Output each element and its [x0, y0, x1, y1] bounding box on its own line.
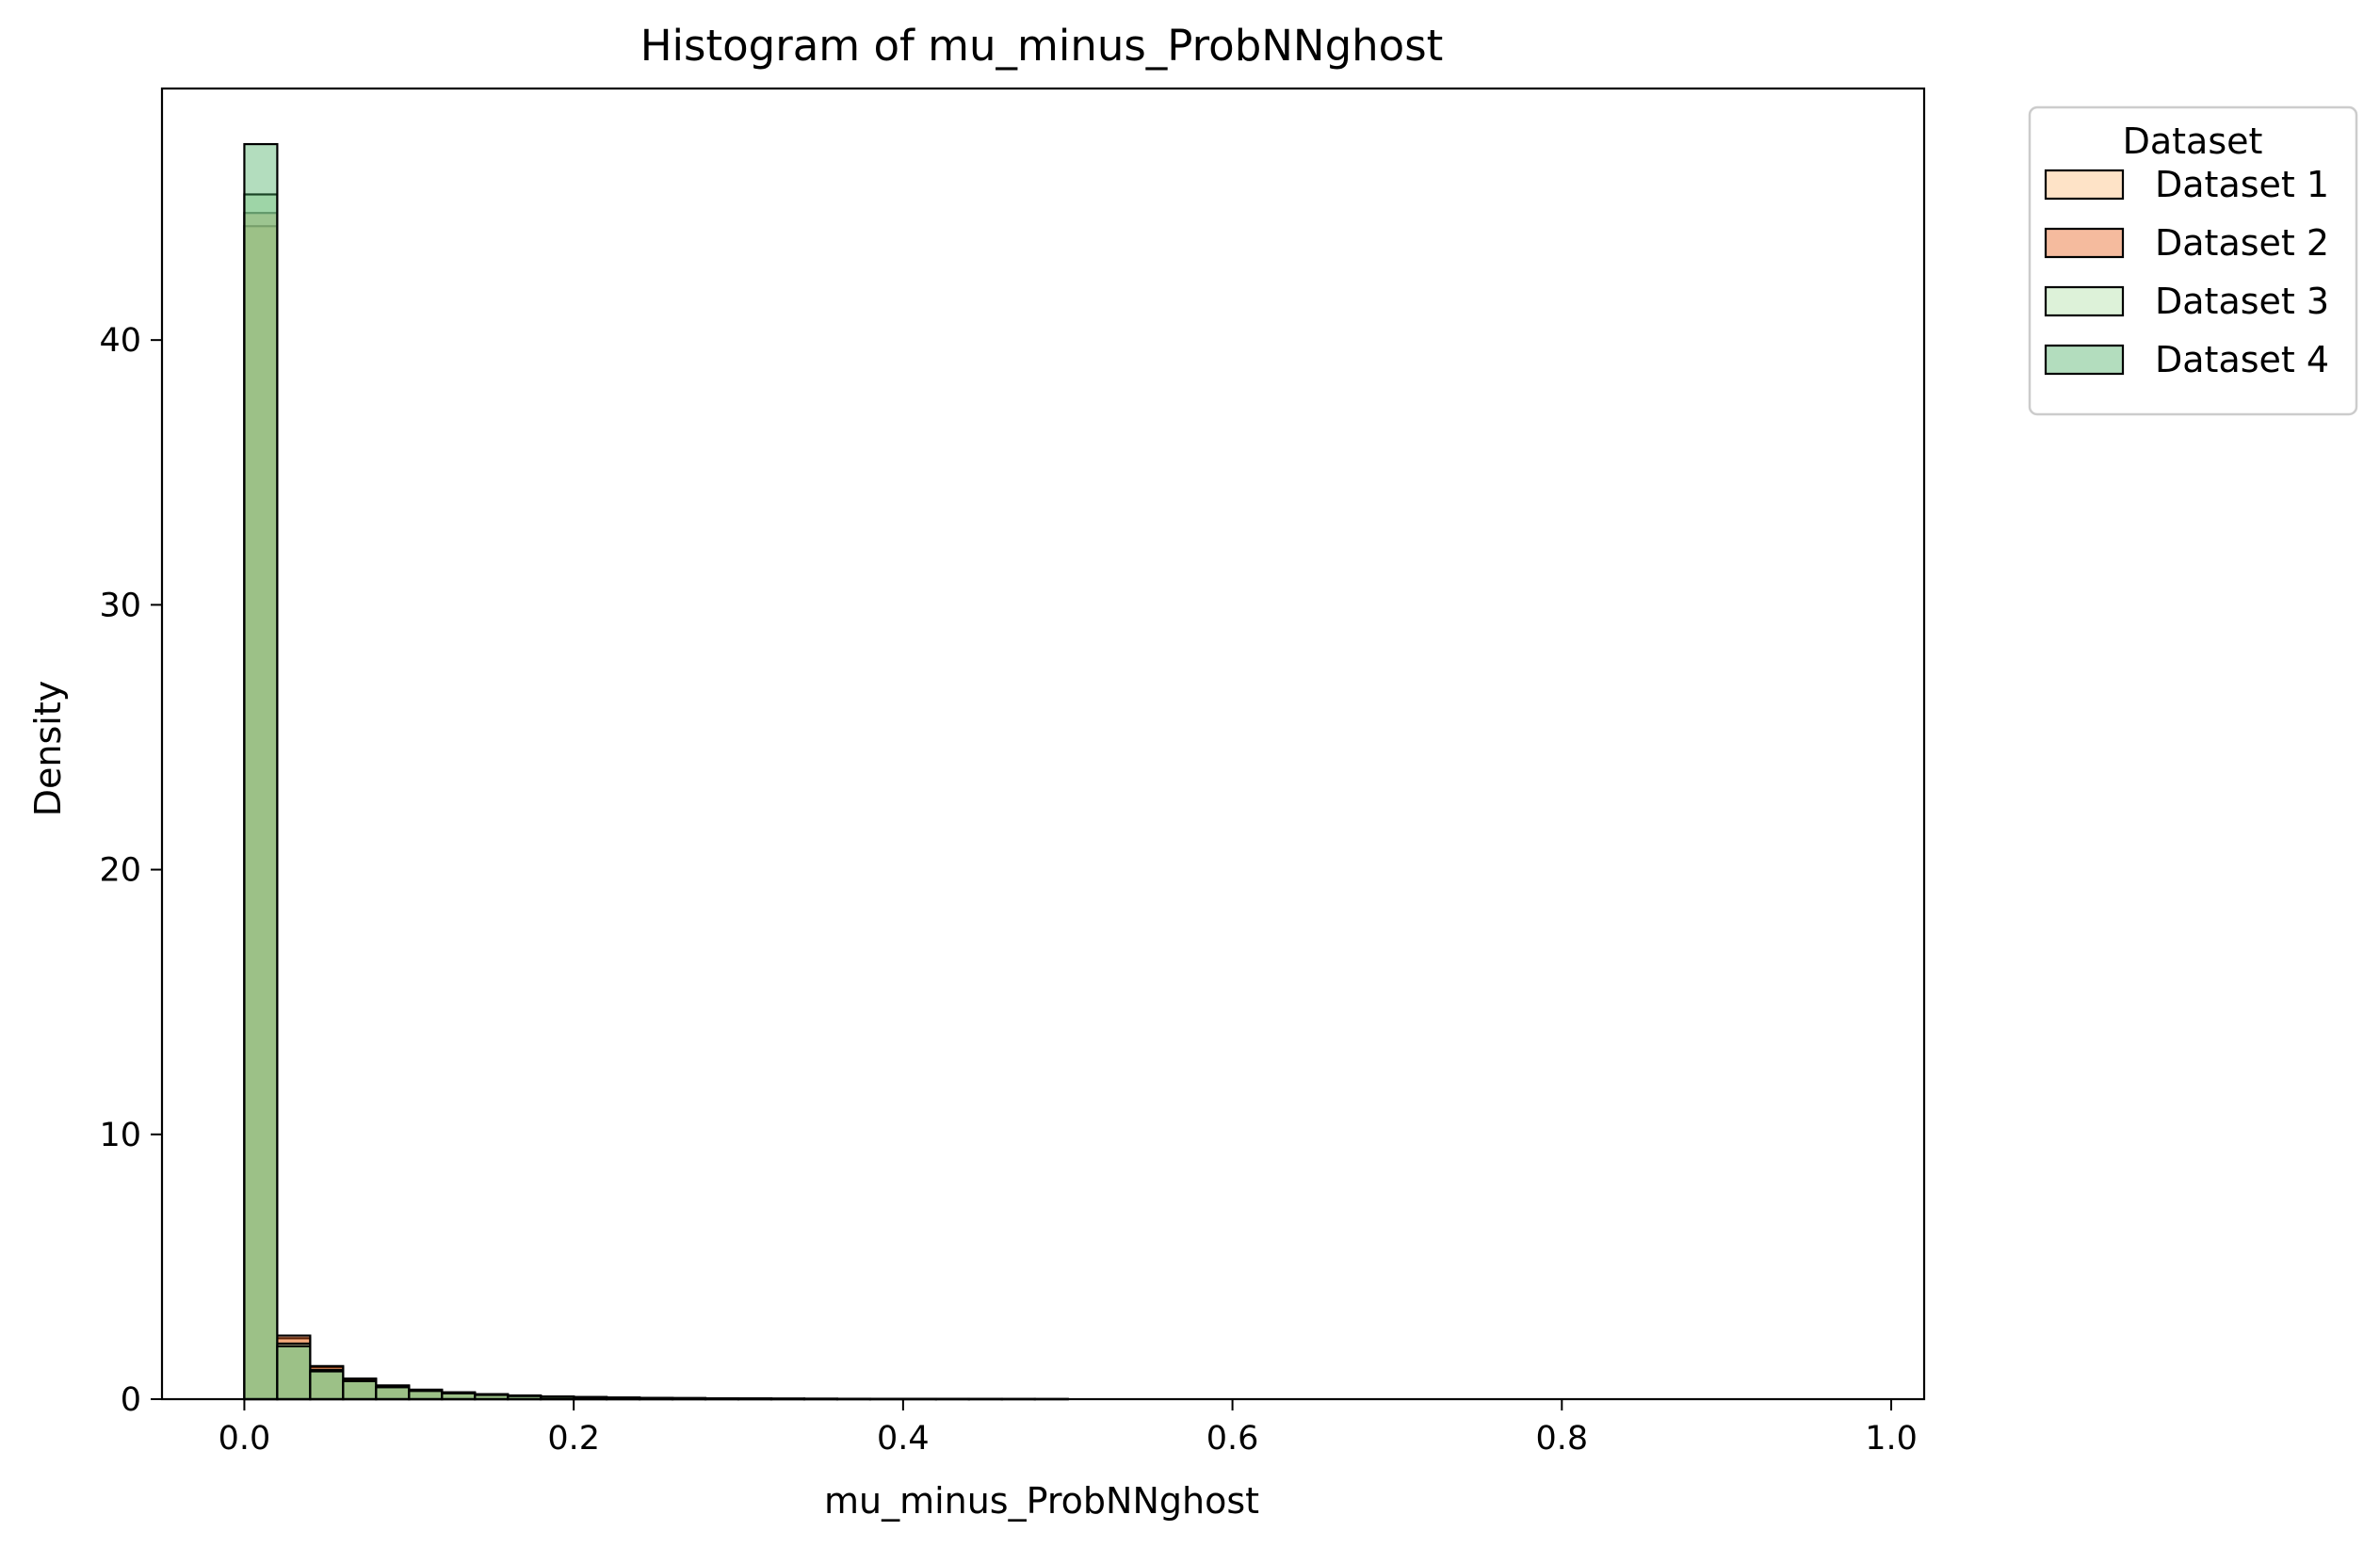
legend-label: Dataset 3 [2155, 281, 2329, 322]
x-tick-label: 0.8 [1535, 1420, 1588, 1458]
legend-swatch [2046, 229, 2123, 257]
y-tick-label: 30 [99, 587, 141, 624]
histogram-bar [244, 144, 277, 1399]
legend-label: Dataset 4 [2155, 339, 2329, 380]
x-tick-label: 0.2 [547, 1420, 600, 1458]
histogram-bar [343, 1381, 376, 1399]
histogram-bar [409, 1391, 442, 1399]
legend: Dataset Dataset 1 Dataset 2 Dataset 3 Datas… [2030, 107, 2356, 414]
y-axis-label: Density [27, 681, 69, 816]
legend-swatch [2046, 346, 2123, 374]
legend-swatch [2046, 170, 2123, 199]
histogram-bar [277, 1346, 310, 1399]
histogram-bar [310, 1371, 343, 1399]
legend-title: Dataset [2123, 121, 2263, 162]
y-tick-label: 0 [121, 1381, 141, 1419]
x-tick-label: 0.0 [219, 1420, 271, 1458]
histogram-bar [376, 1387, 409, 1399]
chart-title: Histogram of mu_minus_ProbNNghost [640, 21, 1444, 71]
legend-label: Dataset 2 [2155, 222, 2329, 264]
legend-label: Dataset 1 [2155, 164, 2329, 205]
legend-swatch [2046, 287, 2123, 315]
x-tick-label: 0.6 [1206, 1420, 1259, 1458]
y-tick-label: 40 [99, 322, 141, 360]
y-tick-label: 20 [99, 852, 141, 890]
y-tick-label: 10 [99, 1117, 141, 1154]
x-tick-label: 1.0 [1865, 1420, 1918, 1458]
x-tick-label: 0.4 [877, 1420, 930, 1458]
x-axis-label: mu_minus_ProbNNghost [824, 1480, 1259, 1522]
